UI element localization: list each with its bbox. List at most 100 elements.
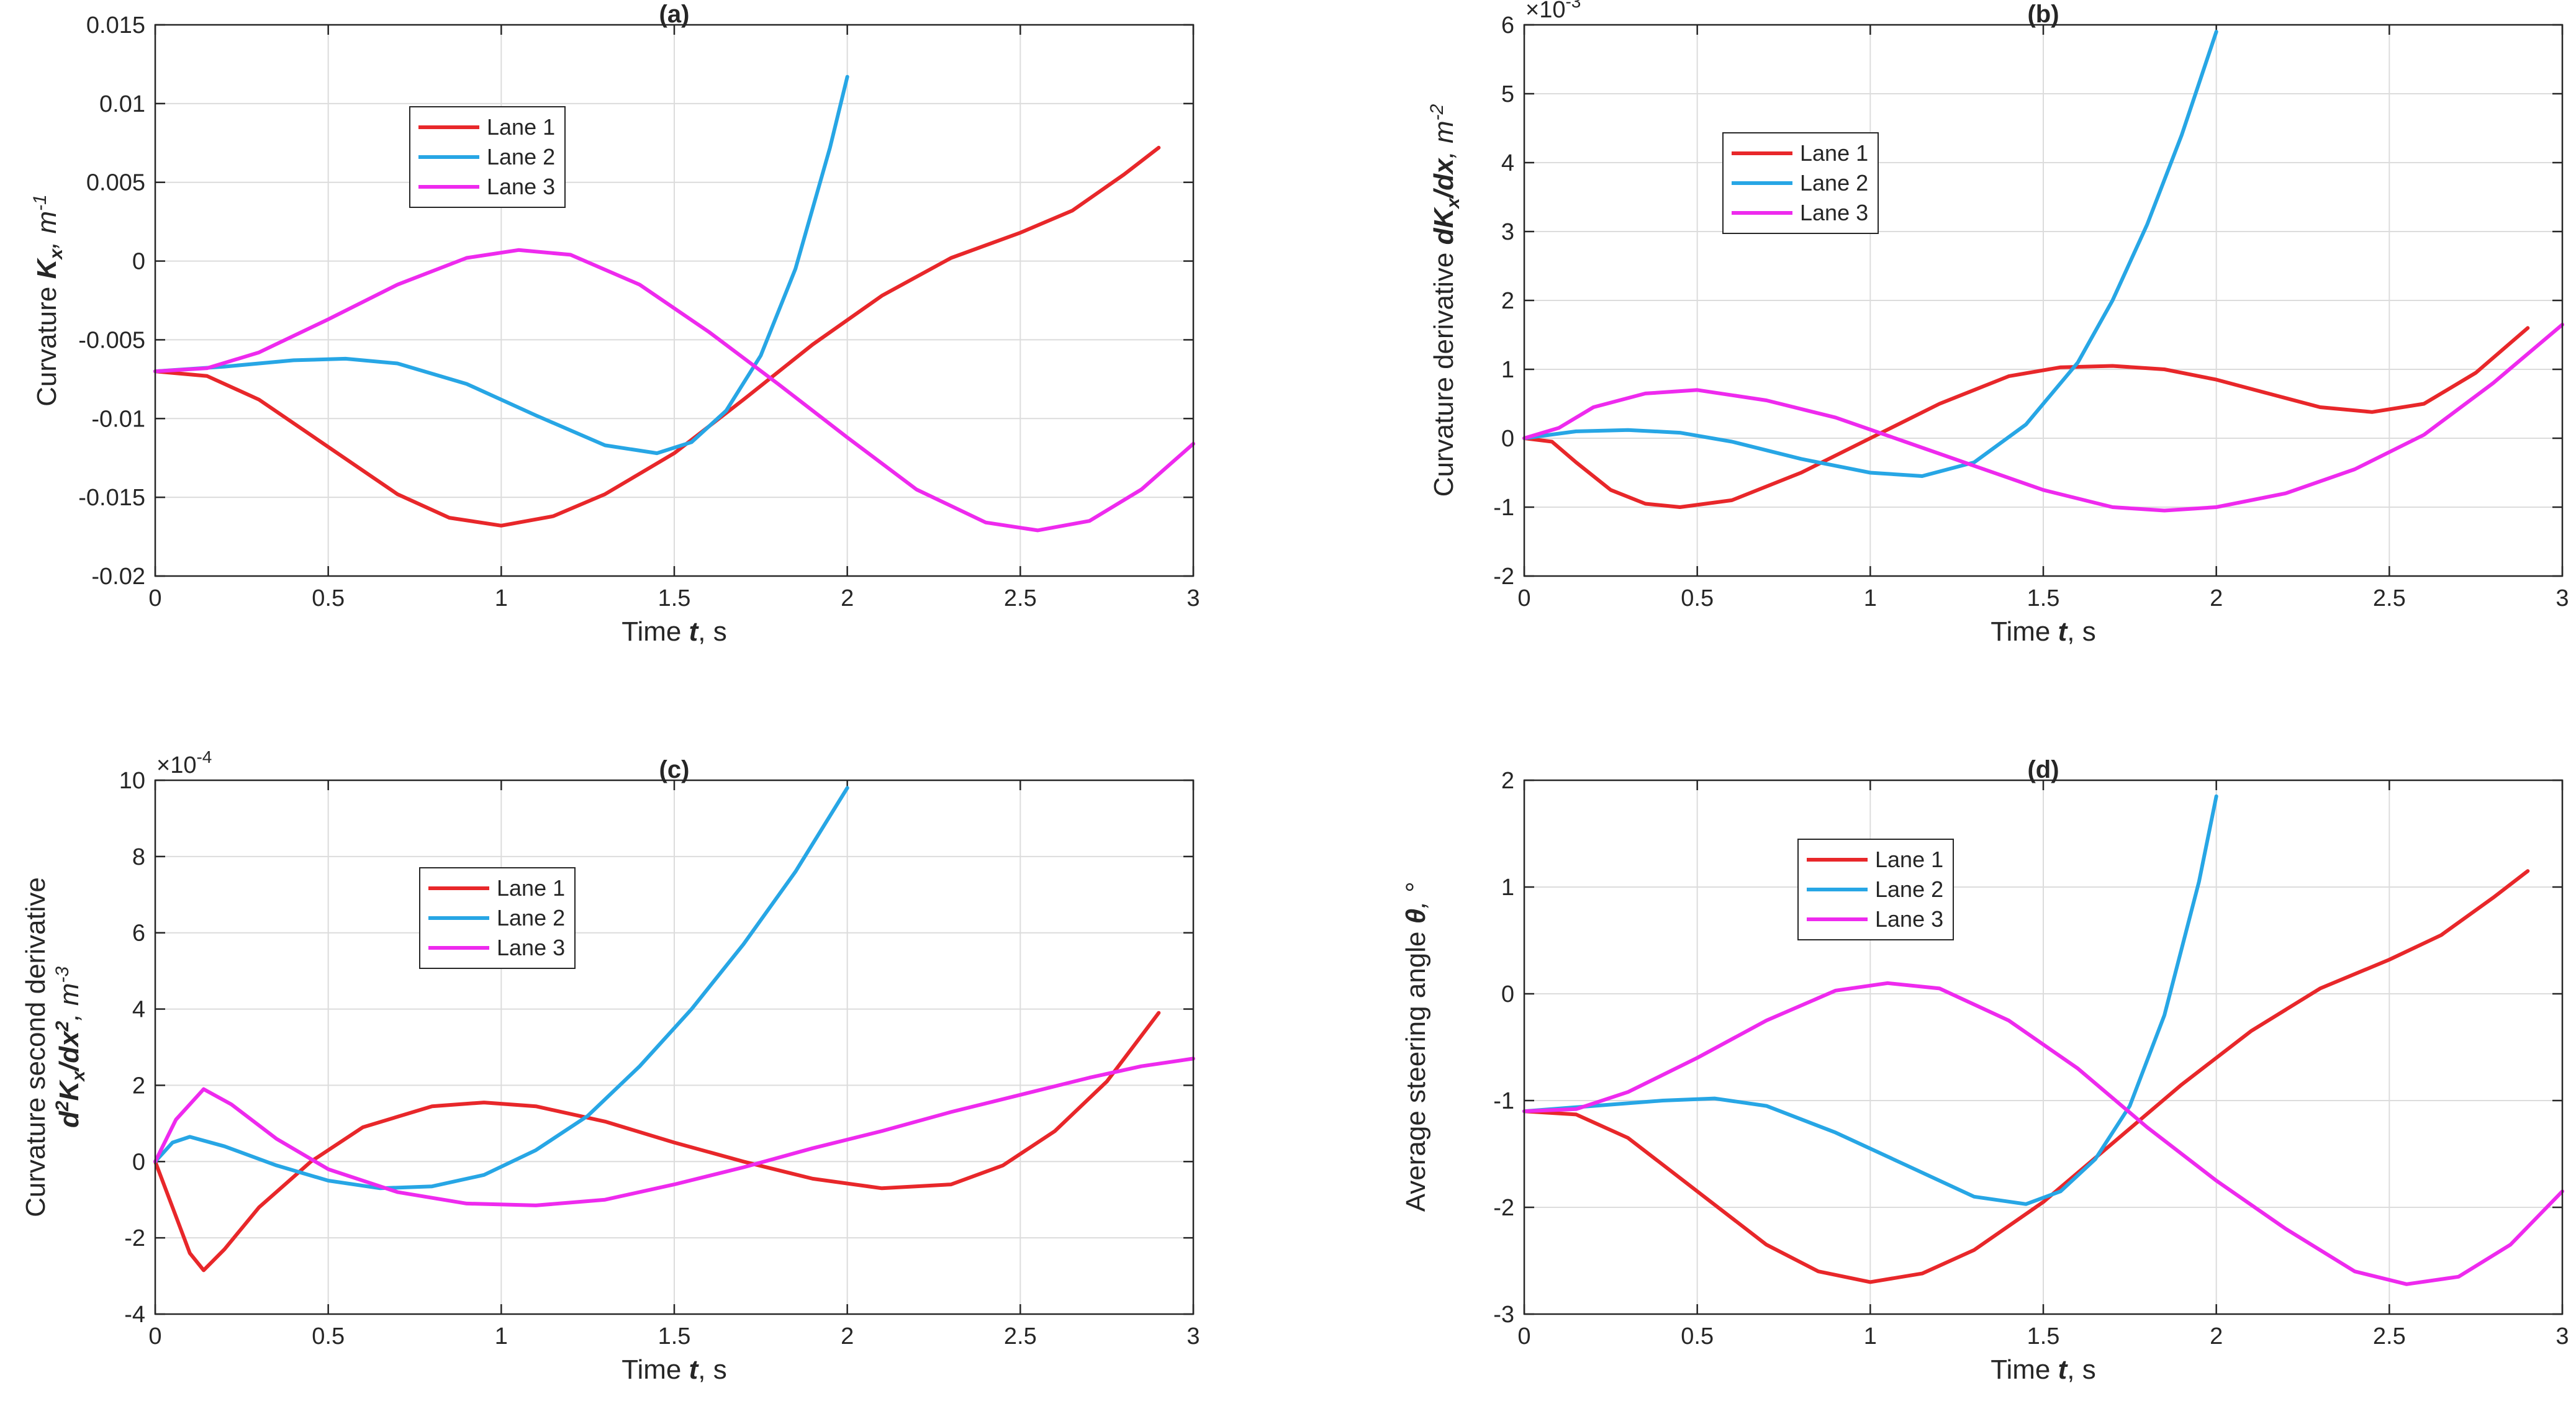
y-tick-label: 4 — [1501, 150, 1514, 176]
x-tick-label: 1.5 — [658, 585, 691, 611]
series-line-lane-2 — [1522, 30, 2218, 478]
series-line-lane-2 — [1522, 794, 2218, 1206]
legend-label-1: Lane 1 — [1875, 847, 1943, 872]
y-tick-label: -1 — [1493, 495, 1514, 521]
y-tick-label: 0.01 — [99, 91, 145, 117]
y-tick-label: -1 — [1493, 1088, 1514, 1114]
chart-panel-d: 0 0.5 1 1.5 2 2.5 3 -3 -2 -1 0 1 2 (d) Time t, s Averag… — [1401, 756, 2569, 1385]
y-tick-label: 8 — [132, 844, 145, 870]
y-tick-label: -3 — [1493, 1302, 1514, 1328]
series-line-lane-3 — [153, 1056, 1195, 1207]
y-tick-label: 0 — [132, 1149, 145, 1175]
y-axis-label: Curvature Kx, m-1 — [30, 194, 66, 407]
x-tick-label: 1.5 — [658, 1323, 691, 1349]
legend-label-2: Lane 2 — [497, 905, 565, 930]
y-axis-label: Average steering angle θ, ° — [1401, 883, 1431, 1212]
y-axis-label: Curvature derivative dKx/dx, m-2 — [1427, 104, 1463, 497]
y-tick-label: -0.015 — [78, 485, 145, 511]
axes-frame — [154, 779, 1195, 1315]
x-axis-label: Time t, s — [1991, 1354, 2095, 1385]
chart-panel-b: 0 0.5 1 1.5 2 2.5 3 -2 -1 0 1 2 3 4 5 6 (b) ×10-3 Time t, … — [1427, 0, 2569, 647]
y-tick-label: 3 — [1501, 219, 1514, 245]
x-tick-label: 2 — [2210, 1323, 2223, 1349]
x-tick-label: 1 — [495, 585, 508, 611]
axes-frame — [1523, 24, 2564, 577]
y-tick-label: 10 — [119, 768, 145, 794]
legend-label-1: Lane 1 — [487, 114, 555, 140]
y-tick-label: 0 — [1501, 426, 1514, 452]
y-tick-label: -2 — [1493, 1195, 1514, 1221]
x-tick-label: 0.5 — [312, 1323, 345, 1349]
series-line-lane-1 — [1522, 869, 2530, 1284]
y-tick-label: 0.015 — [86, 12, 145, 38]
y-axis-label-line1: Curvature second derivative — [20, 877, 51, 1217]
x-tick-label: 0.5 — [1681, 1323, 1714, 1349]
legend: Lane 1 Lane 2 Lane 3 — [409, 106, 566, 208]
chart-panel-a: 0 0.5 1 1.5 2 2.5 3 -0.02 -0.015 -0.01 -0.005 0 0.00… — [30, 1, 1200, 647]
legend-label-3: Lane 3 — [1800, 200, 1868, 225]
x-tick-label: 1.5 — [2027, 1323, 2060, 1349]
x-axis-label: Time t, s — [621, 616, 726, 647]
y-tick-label: 0 — [132, 249, 145, 275]
axis-exponent: ×10-3 — [1525, 0, 1581, 23]
chart-title: (a) — [659, 1, 690, 28]
x-tick-label: 3 — [1186, 1323, 1200, 1349]
x-tick-label: 0 — [1517, 585, 1530, 611]
series-line-lane-1 — [1522, 326, 2530, 509]
y-tick-label: 2 — [1501, 768, 1514, 794]
y-tick-label: -0.005 — [78, 327, 145, 353]
series-line-lane-3 — [1522, 322, 2564, 513]
x-tick-label: 1 — [1864, 585, 1877, 611]
x-tick-label: 0 — [148, 1323, 161, 1349]
chart-title: (d) — [2027, 756, 2059, 783]
x-tick-label: 1.5 — [2027, 585, 2060, 611]
y-tick-label: -2 — [124, 1225, 145, 1251]
y-tick-label: -0.02 — [91, 564, 145, 590]
legend: Lane 1 Lane 2 Lane 3 — [1797, 839, 1954, 940]
y-tick-label: 4 — [132, 997, 145, 1023]
series-line-lane-1 — [153, 1011, 1161, 1273]
x-axis-label: Time t, s — [621, 1354, 726, 1385]
y-tick-label: -0.01 — [91, 406, 145, 432]
legend-label-2: Lane 2 — [1800, 170, 1868, 196]
x-tick-label: 1 — [495, 1323, 508, 1349]
x-tick-label: 3 — [2556, 585, 2569, 611]
y-axis-label-line2: d2Kx/dx2, m-3 — [52, 966, 89, 1128]
legend-label-3: Lane 3 — [497, 935, 565, 960]
x-tick-label: 0 — [1517, 1323, 1530, 1349]
y-tick-label: -4 — [124, 1302, 145, 1328]
chart-title: (b) — [2027, 1, 2059, 28]
x-tick-label: 0.5 — [1681, 585, 1714, 611]
chart-title: (c) — [659, 756, 690, 783]
x-tick-label: 2.5 — [1004, 585, 1037, 611]
legend: Lane 1 Lane 2 Lane 3 — [1722, 132, 1879, 234]
y-tick-label: 1 — [1501, 357, 1514, 383]
legend-label-2: Lane 2 — [1875, 876, 1943, 902]
y-tick-label: 1 — [1501, 875, 1514, 901]
series-line-lane-2 — [153, 786, 849, 1191]
x-axis-label: Time t, s — [1991, 616, 2095, 647]
x-tick-label: 1 — [1864, 1323, 1877, 1349]
x-tick-label: 2 — [841, 585, 854, 611]
x-tick-label: 3 — [1186, 585, 1200, 611]
y-tick-label: 6 — [132, 921, 145, 947]
y-tick-label: -2 — [1493, 564, 1514, 590]
series-line-lane-1 — [153, 145, 1161, 528]
series-line-lane-3 — [1522, 981, 2564, 1286]
legend-label-3: Lane 3 — [1875, 906, 1943, 932]
x-tick-label: 2.5 — [2373, 585, 2406, 611]
x-tick-label: 2 — [841, 1323, 854, 1349]
legend: Lane 1 Lane 2 Lane 3 — [419, 867, 576, 969]
y-tick-label: 0 — [1501, 981, 1514, 1007]
legend-label-2: Lane 2 — [487, 144, 555, 169]
y-tick-label: 2 — [1501, 288, 1514, 314]
y-tick-label: 0.005 — [86, 170, 145, 196]
legend-label-1: Lane 1 — [1800, 140, 1868, 166]
legend-label-1: Lane 1 — [497, 875, 565, 901]
x-tick-label: 0 — [148, 585, 161, 611]
x-tick-label: 2.5 — [1004, 1323, 1037, 1349]
chart-panel-c: 0 0.5 1 1.5 2 2.5 3 -4 -2 0 2 4 6 8 10 (c) ×10-4 Time t, … — [20, 747, 1200, 1385]
axes-frame — [154, 24, 1195, 577]
y-tick-label: 6 — [1501, 12, 1514, 38]
